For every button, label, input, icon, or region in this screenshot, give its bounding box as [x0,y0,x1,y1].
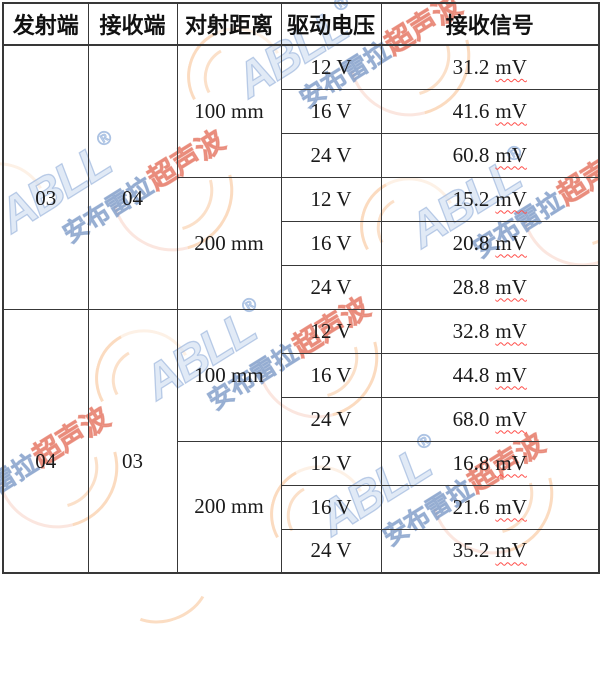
signal-value: 32.8 [452,318,490,343]
voltage-cell: 16 V [280,484,382,530]
header-row: 发射端 接收端 对射距离 驱动电压 接收信号 [2,2,600,46]
signal-unit: mV [495,54,527,79]
signal-cell: 21.6 mV [380,484,600,530]
voltage-cell: 16 V [280,88,382,134]
signal-cell: 68.0 mV [380,396,600,442]
table-row: 16 V 21.6 mV [3,484,600,530]
signal-cell: 20.8 mV [380,220,600,266]
voltage-cell: 12 V [280,176,382,222]
header-receiver: 接收端 [87,2,178,46]
voltage-cell: 24 V [280,132,382,178]
header-voltage: 驱动电压 [280,2,382,46]
receiver-cell: 03 [87,308,178,574]
distance-cell: 100 mm [176,44,282,178]
receiver-cell: 04 [87,44,178,310]
voltage-cell: 12 V [280,44,382,90]
signal-value: 35.2 [452,538,490,563]
signal-unit: mV [495,494,527,519]
voltage-cell: 16 V [280,352,382,398]
registered-mark-icon: ® [0,403,2,429]
signal-value: 28.8 [452,274,490,299]
voltage-cell: 12 V [280,440,382,486]
signal-cell: 60.8 mV [380,132,600,178]
voltage-cell: 12 V [280,308,382,354]
voltage-cell: 24 V [280,396,382,442]
table-row: 200 mm 12 V 15.2 mV [3,176,600,310]
distance-cell: 100 mm [176,308,282,442]
signal-unit: mV [495,142,527,167]
signal-value: 16.8 [452,450,490,475]
signal-value: 21.6 [452,494,490,519]
signal-unit: mV [495,538,527,563]
signal-unit: mV [495,362,527,387]
signal-cell: 32.8 mV [380,308,600,354]
signal-value: 68.0 [452,406,490,431]
voltage-cell: 24 V [280,264,382,310]
signal-value: 44.8 [452,362,490,387]
signal-cell: 15.2 mV [380,176,600,222]
transmitter-cell: 04 [2,308,89,574]
signal-cell: 44.8 mV [380,352,600,398]
signal-value: 41.6 [452,98,490,123]
signal-unit: mV [495,98,527,123]
table-row: 16 V 44.8 mV [3,352,600,398]
signal-cell: 16.8 mV [380,440,600,486]
table-row: 16 V 20.8 mV [3,220,600,266]
signal-unit: mV [495,230,527,255]
table-row: 24 V 68.0 mV [3,396,600,442]
table-row: 04 03 100 mm 12 V 32.8 mV [2,308,600,574]
signal-value: 31.2 [452,54,490,79]
signal-value: 20.8 [452,230,490,255]
signal-unit: mV [495,450,527,475]
signal-value: 15.2 [452,186,490,211]
signal-cell: 35.2 mV [380,528,600,574]
distance-cell: 200 mm [176,440,282,574]
header-transmitter: 发射端 [2,2,89,46]
signal-unit: mV [495,406,527,431]
signal-value: 60.8 [452,142,490,167]
signal-cell: 28.8 mV [380,264,600,310]
table-row: 24 V 35.2 mV [3,528,600,574]
signal-cell: 31.2 mV [380,44,600,90]
table-row: 16 V 41.6 mV [3,88,600,134]
table-row: 200 mm 12 V 16.8 mV [3,440,600,574]
signal-cell: 41.6 mV [380,88,600,134]
signal-unit: mV [495,318,527,343]
table-row: 03 04 100 mm 12 V 31.2 mV [2,44,600,310]
table-row: 24 V 60.8 mV [3,132,600,178]
table-row: 24 V 28.8 mV [3,264,600,310]
voltage-cell: 24 V [280,528,382,574]
header-signal: 接收信号 [380,2,600,46]
signal-unit: mV [495,274,527,299]
voltage-cell: 16 V [280,220,382,266]
measurement-table: 发射端 接收端 对射距离 驱动电压 接收信号 03 04 100 mm 12 V… [2,2,600,574]
distance-cell: 200 mm [176,176,282,310]
header-distance: 对射距离 [176,2,282,46]
transmitter-cell: 03 [2,44,89,310]
signal-unit: mV [495,186,527,211]
